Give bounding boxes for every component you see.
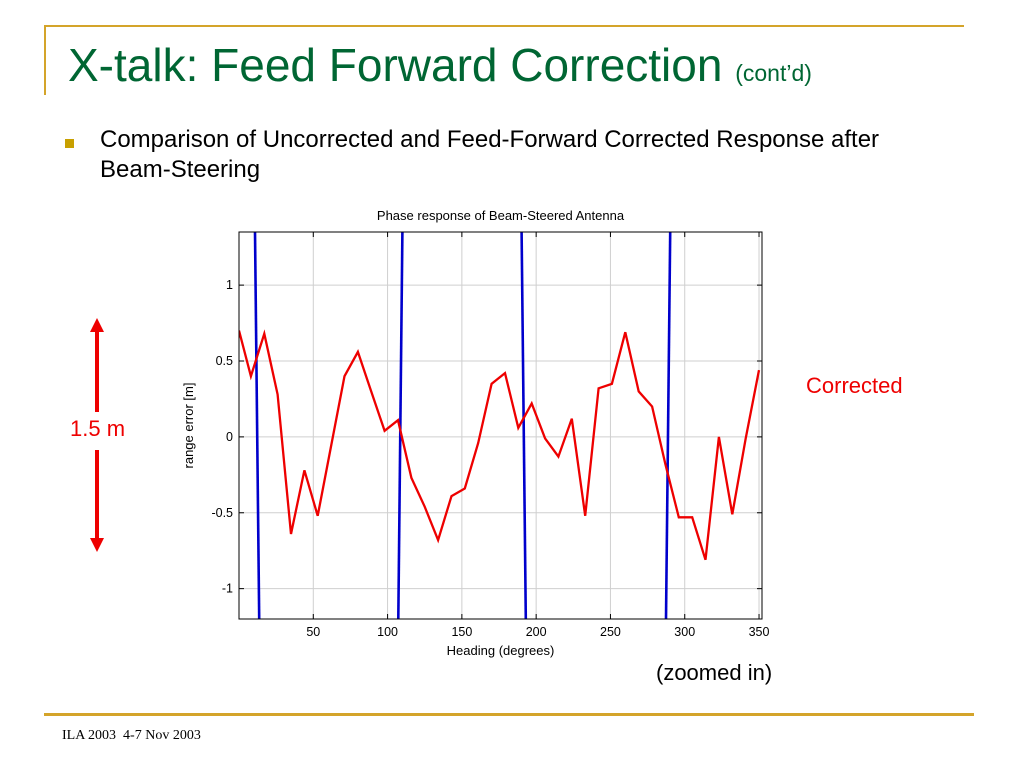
y-tick-label: -1 — [222, 582, 233, 596]
slide-title: X-talk: Feed Forward Correction (cont’d) — [68, 40, 812, 91]
range-span-label: 1.5 m — [70, 416, 126, 441]
x-tick-label: 50 — [306, 625, 320, 639]
chart-y-axis-label: range error [m] — [181, 383, 196, 469]
y-tick-label: 0.5 — [216, 354, 233, 368]
x-tick-label: 350 — [749, 625, 770, 639]
x-tick-label: 250 — [600, 625, 621, 639]
corrected-series-line — [239, 329, 761, 561]
slide-title-suffix: (cont’d) — [735, 60, 812, 86]
slide-frame-top-rule — [44, 25, 964, 27]
slide-title-main: X-talk: Feed Forward Correction — [68, 39, 723, 91]
bullet-text: Comparison of Uncorrected and Feed-Forwa… — [100, 126, 880, 183]
x-tick-label: 200 — [526, 625, 547, 639]
y-tick-label: 0 — [226, 430, 233, 444]
y-tick-label: 1 — [226, 278, 233, 292]
x-tick-label: 150 — [451, 625, 472, 639]
slide-frame-left-rule — [44, 25, 46, 95]
uncorrected-series-line — [664, 232, 672, 619]
chart-series-group — [239, 232, 761, 619]
corrected-series-label: Corrected — [806, 373, 903, 398]
uncorrected-series-line — [520, 232, 528, 619]
uncorrected-series-line — [253, 232, 261, 619]
footer-rule — [44, 713, 974, 716]
bullet-square-icon — [65, 139, 74, 148]
chart-title: Phase response of Beam-Steered Antenna — [377, 208, 625, 223]
x-tick-label: 100 — [377, 625, 398, 639]
range-arrow — [90, 318, 104, 552]
chart-grid — [239, 232, 762, 619]
plot-area-frame — [238, 231, 763, 620]
y-tick-label: -0.5 — [211, 506, 233, 520]
arrow-down-icon — [90, 538, 104, 552]
phase-response-chart: 50 100 150 200 250 300 350 1 0.5 0 -0.5 -1 Phase res… — [181, 208, 770, 658]
chart-x-axis-label: Heading (degrees) — [447, 643, 555, 658]
zoom-note: (zoomed in) — [656, 660, 773, 685]
arrow-up-icon — [90, 318, 104, 332]
x-tick-label: 300 — [674, 625, 695, 639]
footer-text: ILA 2003 4-7 Nov 2003 — [62, 728, 201, 743]
